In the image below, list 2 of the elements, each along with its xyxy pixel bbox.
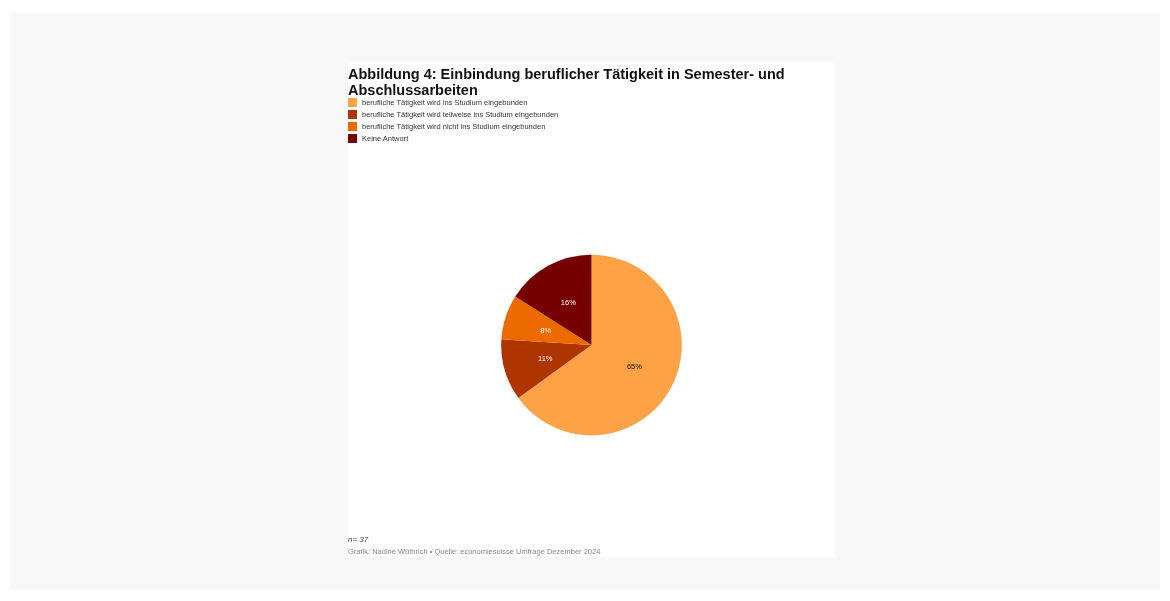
chart-title: Abbildung 4: Einbindung beruflicher Tätigkeit in Semester- und Abschlussarbeiten: [348, 66, 786, 98]
text: n= 37: [348, 535, 370, 544]
